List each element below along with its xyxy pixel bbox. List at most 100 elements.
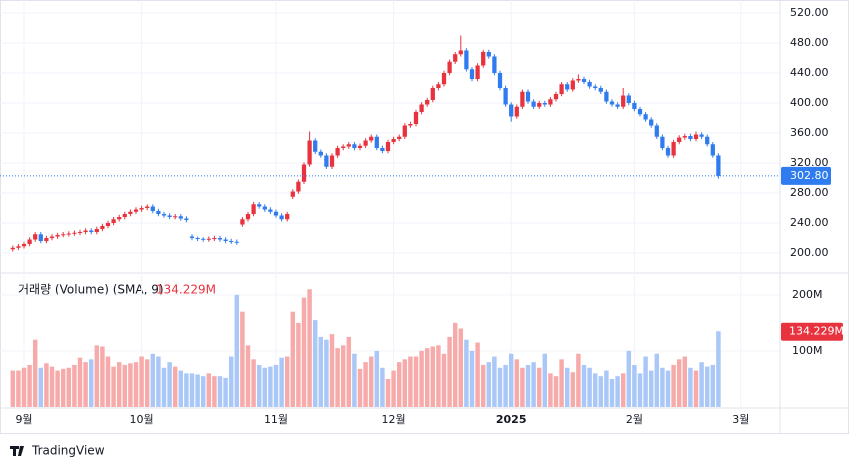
candle-body <box>481 51 486 66</box>
candle-body <box>128 211 133 215</box>
volume-bar <box>452 322 458 407</box>
volume-bar <box>374 350 380 407</box>
candle-body <box>33 234 38 240</box>
candle-body <box>329 155 335 167</box>
candle-body <box>492 56 497 73</box>
volume-bar <box>144 359 150 407</box>
candle-body <box>201 238 206 240</box>
candle-body <box>514 106 519 117</box>
candle-body <box>139 208 144 210</box>
volume-bar <box>251 359 256 407</box>
volume-bar <box>66 367 72 407</box>
candle-body <box>167 215 172 218</box>
volume-bar <box>290 311 296 407</box>
volume-bar <box>492 356 497 407</box>
candle-body <box>346 144 351 147</box>
volume-bar <box>620 373 626 407</box>
candle-body <box>273 211 279 216</box>
candle-body <box>520 91 525 107</box>
volume-bar <box>576 353 581 407</box>
volume-bar <box>609 378 615 407</box>
candle-body <box>301 164 307 182</box>
candle-body <box>206 238 211 240</box>
volume-bar <box>44 363 49 407</box>
candle-body <box>570 80 575 90</box>
y2-tick-label: 100M <box>792 344 823 357</box>
volume-bar <box>699 362 704 407</box>
volume-bar <box>570 372 576 407</box>
brand: TradingView <box>31 444 105 458</box>
x-tick-label: 3월 <box>732 413 749 426</box>
volume-bar <box>27 364 32 407</box>
candle-body <box>637 108 643 115</box>
candle-body <box>66 233 71 235</box>
candle-body <box>525 91 531 102</box>
y-tick-label: 240.00 <box>790 216 829 229</box>
volume-bar <box>632 364 637 407</box>
x-tick-label: 12월 <box>382 413 406 426</box>
candle-body <box>77 232 83 234</box>
volume-bar <box>234 294 240 407</box>
x-tick-label: 9월 <box>15 413 32 426</box>
volume-bar <box>167 362 172 407</box>
volume-bar <box>10 370 16 407</box>
y-tick-label: 480.00 <box>790 36 829 49</box>
candle-body <box>184 218 189 221</box>
volume-bar <box>385 378 391 407</box>
volume-bar <box>16 370 21 407</box>
candle-body <box>665 148 671 156</box>
candle-body <box>240 219 245 225</box>
volume-bar <box>592 373 598 407</box>
volume-bar <box>318 336 324 407</box>
candle-body <box>318 151 323 156</box>
candle-body <box>682 136 687 138</box>
volume-bar <box>693 370 699 407</box>
volume-bar <box>497 367 503 407</box>
candle-body <box>212 238 217 240</box>
candle-body <box>38 234 43 242</box>
volume-bar <box>682 356 688 407</box>
candle-body <box>380 148 385 152</box>
volume-bar <box>268 366 273 407</box>
volume-bar <box>212 376 217 407</box>
candle-body <box>16 246 21 248</box>
volume-sma-label: 134.229M <box>156 283 216 297</box>
volume-bar <box>542 353 548 407</box>
volume-bar <box>60 368 66 407</box>
candle-body <box>503 87 508 105</box>
candle-body <box>402 125 407 137</box>
volume-bar <box>430 346 436 407</box>
candle-body <box>542 102 547 105</box>
candle-body <box>10 247 15 250</box>
volume-bar <box>100 346 105 407</box>
volume-bar <box>643 356 648 407</box>
volume-bar <box>32 339 38 407</box>
candle-body <box>335 148 340 156</box>
volume-bar <box>301 297 307 407</box>
volume-bar <box>161 367 167 407</box>
volume-bar <box>189 373 195 407</box>
candle-body <box>710 144 715 156</box>
candle-body <box>21 244 27 247</box>
candle-body <box>621 95 626 107</box>
y-tick-label: 520.00 <box>790 6 829 19</box>
volume-bar <box>581 364 587 407</box>
volume-bar <box>77 357 83 407</box>
volume-bar <box>352 353 357 407</box>
volume-bar <box>363 362 368 407</box>
volume-bar <box>223 377 228 407</box>
candle-body <box>716 155 721 176</box>
candle-body <box>290 191 295 197</box>
volume-bar <box>307 289 312 407</box>
volume-bar <box>508 353 514 407</box>
candle-body <box>565 84 570 90</box>
volume-bar <box>184 373 189 407</box>
candle-body <box>363 140 368 146</box>
candle-body <box>145 206 150 209</box>
candle-body <box>27 239 32 245</box>
volume-bar <box>262 367 268 407</box>
candle-body <box>229 241 234 243</box>
volume-bar <box>716 331 721 407</box>
frame <box>0 0 849 434</box>
